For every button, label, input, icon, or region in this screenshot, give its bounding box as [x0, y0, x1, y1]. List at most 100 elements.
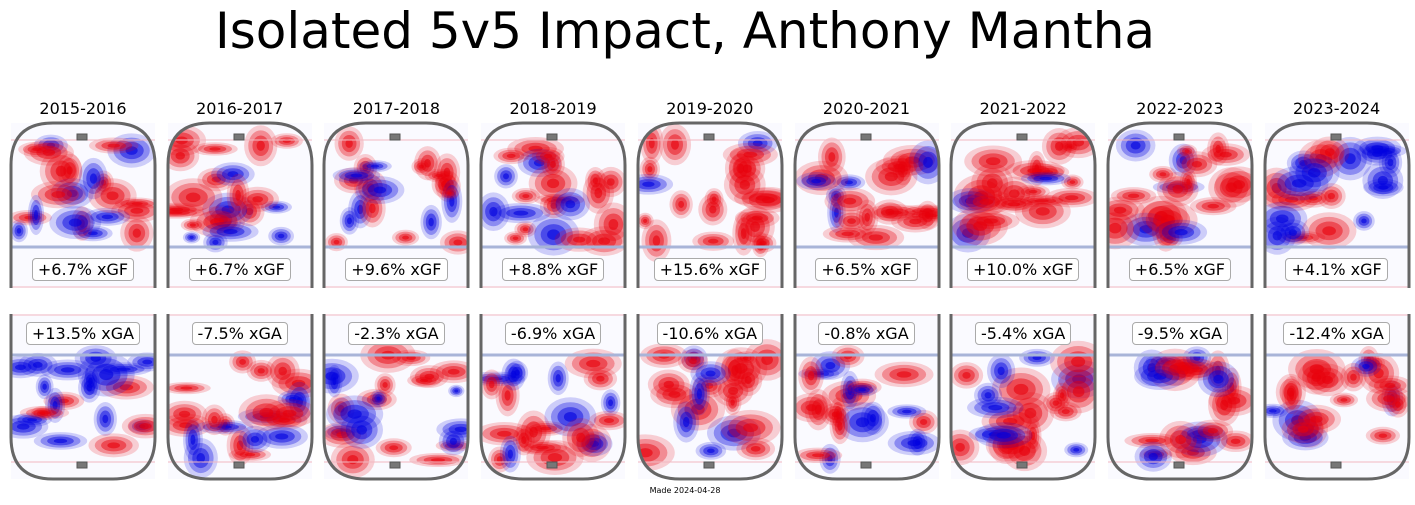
made-date: Made 2024-04-28 [649, 486, 721, 495]
density-blob [278, 366, 287, 376]
density-blob [836, 421, 843, 431]
defense-heatmap [167, 350, 312, 479]
density-blob [833, 207, 839, 218]
goal-net [703, 133, 715, 141]
density-blob [180, 386, 193, 390]
density-blob [922, 156, 933, 168]
density-blob [211, 176, 221, 183]
density-blob [547, 229, 561, 240]
density-blob [1186, 178, 1191, 186]
density-blob [1024, 407, 1037, 419]
season-panel: 2022-2023 +6.5% xGF -9.5% xGA [1105, 0, 1255, 505]
density-blob [259, 407, 273, 418]
xgf-value: +6.7% xGF [188, 258, 291, 281]
chart-title: Isolated 5v5 Impact, Anthony Mantha [214, 2, 1156, 60]
density-blob [521, 436, 527, 444]
density-blob [1299, 434, 1311, 441]
density-blob [244, 452, 255, 457]
season-panel: 2018-2019 +8.8% xGF -6.9% xGA [478, 0, 628, 505]
defense-heatmap [1124, 346, 1252, 472]
density-blob [1384, 383, 1396, 389]
density-blob [739, 179, 750, 190]
xga-label: -9.5% xGA [1105, 322, 1255, 345]
density-blob [431, 458, 446, 462]
density-blob [1191, 160, 1202, 168]
boards-top [949, 121, 1097, 288]
density-blob [1072, 386, 1085, 398]
xga-label: -0.8% xGA [792, 322, 942, 345]
density-blob [751, 215, 763, 221]
xga-value: -0.8% xGA [818, 322, 915, 345]
density-blob [1382, 395, 1395, 402]
density-blob [38, 411, 51, 415]
density-blob [185, 192, 201, 203]
density-blob [1220, 399, 1229, 411]
density-blob [1288, 229, 1297, 236]
density-blob [252, 196, 263, 203]
density-blob [1291, 178, 1307, 188]
density-blob [533, 159, 545, 167]
density-blob [208, 147, 221, 151]
density-blob [347, 217, 353, 225]
density-blob [647, 166, 653, 173]
density-blob [1019, 445, 1031, 456]
density-blob [705, 370, 716, 377]
density-blob [66, 166, 73, 175]
density-blob [1294, 235, 1307, 240]
density-blob [102, 414, 109, 424]
density-blob [227, 171, 239, 178]
density-blob [750, 221, 760, 233]
density-blob [1308, 195, 1318, 201]
density-blob [1172, 184, 1183, 194]
rink-diagram [636, 121, 784, 481]
density-blob [1034, 164, 1040, 173]
goal-net [233, 461, 245, 469]
density-blob [598, 237, 611, 245]
density-blob [708, 205, 717, 214]
density-blob [32, 361, 43, 368]
density-blob [1387, 158, 1393, 167]
density-blob [1162, 224, 1170, 236]
density-blob [1009, 189, 1020, 198]
density-blob [759, 240, 767, 246]
density-blob [424, 373, 435, 380]
density-blob [761, 354, 773, 366]
density-blob [428, 217, 435, 227]
density-blob [1324, 148, 1335, 156]
boards-bottom [1106, 314, 1254, 481]
density-blob [1227, 396, 1241, 405]
boards-top [636, 121, 784, 288]
rink-diagram [949, 121, 1097, 481]
density-blob [824, 361, 835, 370]
density-blob [1147, 363, 1157, 373]
density-blob [1042, 170, 1054, 175]
density-blob [522, 227, 529, 232]
density-blob [382, 382, 389, 388]
density-blob [1321, 375, 1333, 385]
density-blob [1213, 374, 1224, 384]
density-blob [125, 146, 138, 155]
season-label: 2019-2020 [666, 99, 754, 118]
density-blob [89, 173, 98, 184]
season-panel: 2016-2017 +6.7% xGF -7.5% xGA [165, 0, 315, 505]
density-blob [840, 231, 854, 237]
density-blob [216, 425, 232, 429]
density-blob [1069, 180, 1076, 184]
density-blob [196, 453, 205, 464]
xga-value: -5.4% xGA [975, 322, 1072, 345]
density-blob [1372, 368, 1384, 379]
density-blob [744, 376, 752, 385]
density-blob [238, 359, 246, 365]
density-blob [1284, 196, 1298, 203]
density-blob [332, 377, 337, 386]
density-blob [1394, 401, 1401, 408]
density-blob [209, 218, 224, 226]
xgf-value: +6.5% xGF [815, 258, 918, 281]
density-blob [1176, 365, 1192, 371]
density-blob [1207, 203, 1219, 209]
xga-value: -9.5% xGA [1131, 322, 1229, 345]
density-blob [345, 139, 354, 148]
boards-top [9, 121, 157, 288]
density-blob [1361, 363, 1370, 370]
density-blob [1309, 364, 1324, 375]
